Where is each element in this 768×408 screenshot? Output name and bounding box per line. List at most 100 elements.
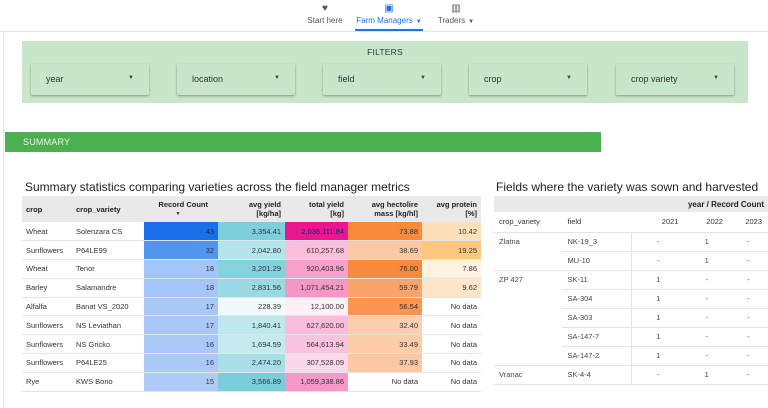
year-filter-select[interactable]: year ▼ xyxy=(31,64,149,95)
cell-avg-hectolitre-mass: 38.69 xyxy=(348,240,422,261)
chevron-down-icon: ▼ xyxy=(468,19,475,25)
cell-record-count: 17 xyxy=(144,315,218,336)
cell-2021: 1 xyxy=(631,308,685,328)
table-row: Barley Salamandre 18 2,831.56 1,071,454.21 59… xyxy=(22,278,481,298)
cell-2022: - xyxy=(684,270,729,290)
cell-avg-protein: 7.86 xyxy=(422,259,481,279)
cell-crop: Sunflowers xyxy=(22,334,72,355)
summary-section-header: SUMMARY xyxy=(5,132,601,152)
cell-crop: Sunflowers xyxy=(22,315,72,336)
table-row: SA-303 1- - xyxy=(494,308,768,328)
cell-field: SK-4-4 xyxy=(562,365,633,385)
cell-record-count: 15 xyxy=(144,372,218,392)
col-header-crop[interactable]: crop xyxy=(22,196,72,222)
col-header-2022[interactable]: 2022 xyxy=(684,212,729,233)
cell-2021: 1 xyxy=(631,346,685,366)
cell-2023: - xyxy=(728,251,768,271)
dropdown-arrow-icon: ▼ xyxy=(420,75,426,81)
field-filter-label: field xyxy=(338,74,355,84)
cell-avg-yield: 3,566.89 xyxy=(218,372,285,392)
cell-avg-hectolitre-mass: 59.79 xyxy=(348,278,422,298)
cell-crop: Wheat xyxy=(22,222,72,242)
cell-2021: 1 xyxy=(631,270,685,290)
col-header-avg-protein[interactable]: avg protein [%] xyxy=(422,196,481,222)
cell-crop-variety: Solenzara CS xyxy=(72,222,144,242)
location-filter-select[interactable]: location ▼ xyxy=(177,64,295,95)
field-filter-select[interactable]: field ▼ xyxy=(323,64,441,95)
heart-icon: ♥ xyxy=(322,3,328,14)
cell-record-count: 17 xyxy=(144,297,218,317)
cell-2021: - xyxy=(631,232,685,252)
cell-total-yield: 307,528.09 xyxy=(285,353,348,373)
cell-total-yield: 627,620.00 xyxy=(285,315,348,336)
table-row: Alfalfa Banat VS_2020 17 228.39 12,100.00 56.… xyxy=(22,297,481,317)
nav-start-here[interactable]: ♥ Start here xyxy=(302,3,348,25)
cell-total-yield: 1,071,454.21 xyxy=(285,278,348,298)
cell-avg-protein: No data xyxy=(422,315,481,336)
cell-2023: - xyxy=(728,270,768,290)
cell-total-yield: 920,403.96 xyxy=(285,259,348,279)
cell-avg-protein: No data xyxy=(422,334,481,355)
dropdown-arrow-icon: ▼ xyxy=(274,75,280,81)
table-row: MU-10-1- xyxy=(494,251,768,271)
cell-field: SK-11 xyxy=(562,270,633,290)
col-header-crop-variety[interactable]: crop_variety xyxy=(494,212,563,233)
summary-table-title: Summary statistics comparing varieties a… xyxy=(25,180,410,194)
cell-total-yield: 1,059,338.86 xyxy=(285,372,348,392)
cell-field: SA-304 xyxy=(562,289,633,309)
table-row: SA-304 1- - xyxy=(494,289,768,309)
cell-crop-variety xyxy=(494,251,563,271)
cell-record-count: 16 xyxy=(144,353,218,373)
cell-2023: - xyxy=(728,232,768,252)
col-header-record-count[interactable]: Record Count ▼ xyxy=(144,196,218,222)
cell-avg-yield: 228.39 xyxy=(218,297,285,317)
dropdown-arrow-icon: ▼ xyxy=(128,75,134,81)
col-header-total-yield[interactable]: total yield [kg] xyxy=(285,196,348,222)
col-header-2021[interactable]: 2021 xyxy=(631,212,685,233)
crop-filter-select[interactable]: crop ▼ xyxy=(469,64,587,95)
cell-avg-protein: 9.62 xyxy=(422,278,481,298)
cell-2023: - xyxy=(728,327,768,347)
nav-farm-managers[interactable]: ▣ Farm Managers ▼ xyxy=(355,3,423,25)
crop-filter-label: crop xyxy=(484,74,502,84)
cell-crop-variety: Zlatna xyxy=(499,237,520,247)
cell-record-count: 43 xyxy=(144,222,218,242)
location-filter-label: location xyxy=(192,74,224,84)
cell-field: NK-19_3 xyxy=(562,232,633,252)
year-filter-label: year xyxy=(46,74,64,84)
col-header-avg-yield[interactable]: avg yield [kg/ha] xyxy=(218,196,285,222)
cell-crop-variety: Banat VS_2020 xyxy=(72,297,144,317)
col-header-avg-hectolitre-mass[interactable]: avg hectolire mass [kg/hl] xyxy=(348,196,422,222)
cell-avg-hectolitre-mass: 32.40 xyxy=(348,315,422,336)
cell-avg-hectolitre-mass: 56.54 xyxy=(348,297,422,317)
cell-crop-variety: Tenor xyxy=(72,259,144,279)
cell-total-yield: 564,613.94 xyxy=(285,334,348,355)
cell-avg-hectolitre-mass: 73.88 xyxy=(348,222,422,242)
cell-crop-variety: Vranac xyxy=(494,365,563,385)
cell-crop-variety: ZP 427 xyxy=(499,275,524,285)
table-row: ZP 427 SK-11 1- - xyxy=(494,270,768,290)
cell-total-yield: 12,100.00 xyxy=(285,297,348,317)
sort-descending-icon: ▼ xyxy=(175,210,181,217)
cell-avg-yield: 3,354.41 xyxy=(218,222,285,242)
pivot-group-header: year / Record Count xyxy=(494,196,768,212)
table-row: Zlatna NK-19_3-1- xyxy=(494,232,768,252)
table-row: Sunflowers NS Leviathan 17 1,840.41 627,620.… xyxy=(22,315,481,336)
cell-avg-protein: 10.42 xyxy=(422,222,481,242)
crop-variety-filter-select[interactable]: crop variety ▼ xyxy=(616,64,734,95)
cell-record-count: 18 xyxy=(144,278,218,298)
cell-crop-variety xyxy=(494,308,562,327)
cell-avg-yield: 2,474.20 xyxy=(218,353,285,373)
cell-crop: Rye xyxy=(22,372,72,392)
cell-crop-variety: KWS Bono xyxy=(72,372,144,392)
col-header-field[interactable]: field xyxy=(562,212,632,233)
cell-avg-protein: No data xyxy=(422,353,481,373)
cell-avg-yield: 2,042.80 xyxy=(218,240,285,261)
cell-record-count: 18 xyxy=(144,259,218,279)
table-row: Rye KWS Bono 15 3,566.89 1,059,338.86 No data… xyxy=(22,372,481,392)
col-header-crop-variety[interactable]: crop_variety xyxy=(72,196,144,222)
nav-traders[interactable]: ▥ Traders ▼ xyxy=(434,3,478,25)
table-row: Sunflowers NS Gricko 16 1,694.59 564,613.94 3… xyxy=(22,334,481,355)
col-header-2023[interactable]: 2023 xyxy=(728,212,768,233)
cell-avg-protein: No data xyxy=(422,372,481,392)
